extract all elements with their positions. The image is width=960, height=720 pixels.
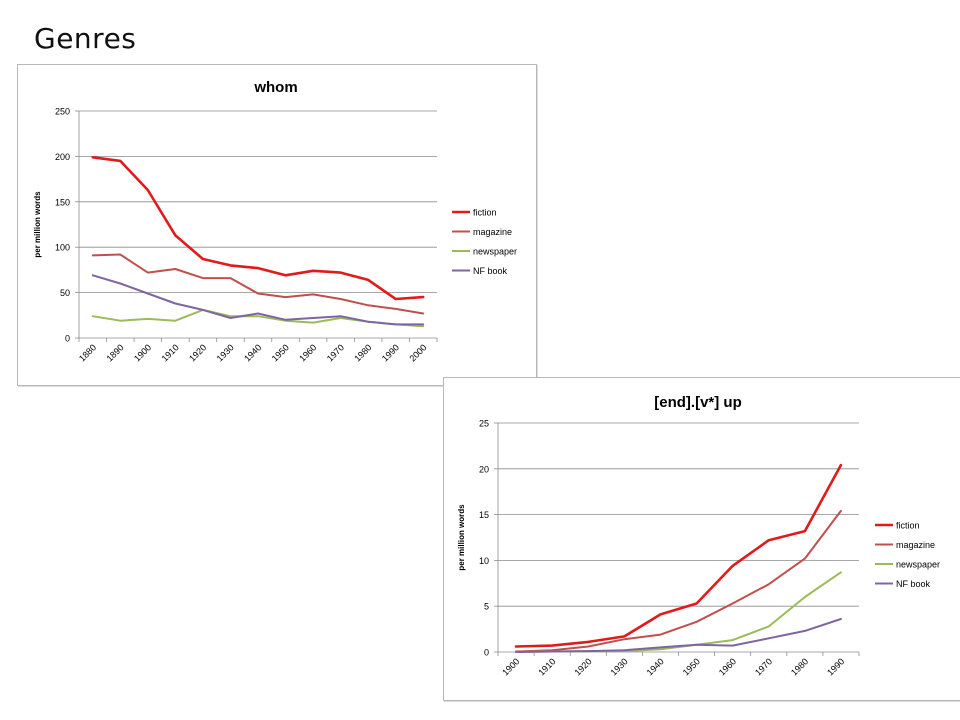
whom-xtick-label: 1910 — [160, 342, 181, 363]
endup-xtick-label: 1930 — [609, 656, 630, 677]
whom-ytick-label: 250 — [55, 107, 70, 117]
endup-xtick-label: 1980 — [789, 656, 810, 677]
whom-series-fiction — [91, 156, 425, 301]
whom-legend-label-nf-book: NF book — [473, 266, 508, 276]
endup-ytick-label: 5 — [484, 602, 489, 612]
whom-xtick-label: 1900 — [132, 342, 153, 363]
whom-ylabel: per million words — [33, 191, 42, 258]
chart-end-up: [end].[v*] up per million words 0 5 10 15 20 25… — [443, 377, 960, 701]
whom-xtick-label: 1990 — [380, 342, 401, 363]
whom-xtick-label: 2000 — [407, 342, 428, 363]
whom-ytick-label: 50 — [60, 288, 70, 298]
whom-xtick-label: 1970 — [325, 342, 346, 363]
whom-title: whom — [253, 79, 297, 96]
endup-legend-label-fiction: fiction — [896, 520, 920, 530]
whom-xtick-label: 1930 — [215, 342, 236, 363]
endup-series-newspaper — [515, 571, 842, 653]
whom-legend-label-magazine: magazine — [473, 227, 512, 237]
endup-xtick-label: 1900 — [500, 656, 521, 677]
whom-legend-label-fiction: fiction — [473, 207, 497, 217]
whom-legend-label-newspaper: newspaper — [473, 246, 517, 256]
endup-ytick-label: 15 — [479, 510, 489, 520]
whom-xtick-label: 1890 — [104, 342, 125, 363]
endup-xtick-label: 1960 — [717, 656, 738, 677]
whom-xtick-label: 1950 — [270, 342, 291, 363]
endup-ylabel: per million words — [457, 504, 466, 571]
endup-title: [end].[v*] up — [654, 394, 742, 411]
whom-ytick-label: 200 — [55, 152, 70, 162]
endup-ytick-label: 10 — [479, 556, 489, 566]
whom-series-nf-book — [91, 274, 425, 326]
whom-ytick-label: 100 — [55, 243, 70, 253]
endup-ytick-label: 25 — [479, 419, 489, 429]
whom-xtick-label: 1880 — [77, 342, 98, 363]
endup-ytick-label: 0 — [484, 648, 489, 658]
endup-series-fiction — [514, 463, 843, 648]
endup-xtick-label: 1920 — [572, 656, 593, 677]
whom-xtick-label: 1920 — [187, 342, 208, 363]
endup-xtick-label: 1970 — [753, 656, 774, 677]
whom-xtick-label: 1980 — [352, 342, 373, 363]
endup-legend-label-magazine: magazine — [896, 540, 935, 550]
chart-whom-svg: whom per million words 0 50 100 150 200 250 1880… — [33, 79, 517, 364]
chart-end-up-svg: [end].[v*] up per million words 0 5 10 15 20 25… — [457, 394, 940, 678]
endup-xtick-label: 1990 — [825, 656, 846, 677]
endup-series-nf-book — [515, 618, 842, 653]
whom-xtick-label: 1940 — [242, 342, 263, 363]
chart-whom: whom per million words 0 50 100 150 200 250 1880… — [17, 64, 537, 386]
endup-xtick-label: 1950 — [681, 656, 702, 677]
endup-xtick-label: 1910 — [536, 656, 557, 677]
endup-legend-label-nf-book: NF book — [896, 579, 931, 589]
whom-ytick-label: 150 — [55, 197, 70, 207]
whom-ytick-label: 0 — [65, 334, 70, 344]
whom-xtick-label: 1960 — [297, 342, 318, 363]
whom-series-magazine — [91, 253, 425, 315]
endup-ytick-label: 20 — [479, 464, 489, 474]
whom-series-newspaper — [91, 308, 425, 328]
endup-xtick-label: 1940 — [645, 656, 666, 677]
slide-title: Genres — [34, 22, 137, 55]
endup-legend-label-newspaper: newspaper — [896, 559, 940, 569]
endup-series-magazine — [515, 509, 842, 653]
